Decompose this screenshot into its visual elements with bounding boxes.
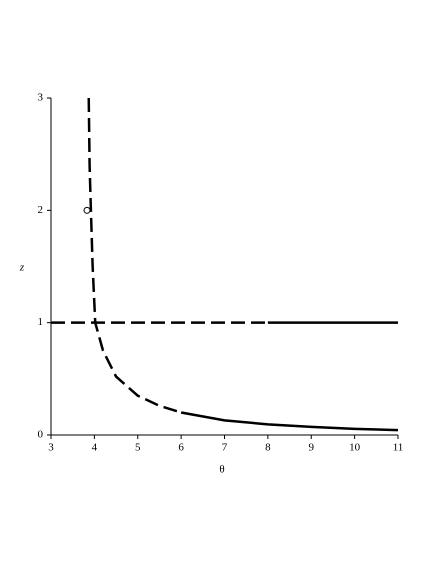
y-tick-label: 3 [38,92,44,104]
x-tick-label: 7 [222,442,228,454]
x-tick-label: 5 [135,442,141,454]
y-tick-label: 0 [38,429,44,441]
y-tick-label: 1 [38,316,44,328]
line-series [180,411,399,432]
x-axis-label: θ [219,464,224,476]
y-tick-label: 2 [38,204,44,216]
x-tick-label: 4 [92,442,98,454]
line-series [87,97,182,414]
x-tick-label: 9 [309,442,315,454]
x-tick-label: 10 [349,442,361,454]
x-tick-label: 3 [48,442,54,454]
x-tick-label: 6 [178,442,184,454]
x-tick-label: 8 [265,442,271,454]
point-marker [83,206,91,214]
x-tick-label: 11 [393,442,404,454]
y-axis-label: z [19,262,25,274]
